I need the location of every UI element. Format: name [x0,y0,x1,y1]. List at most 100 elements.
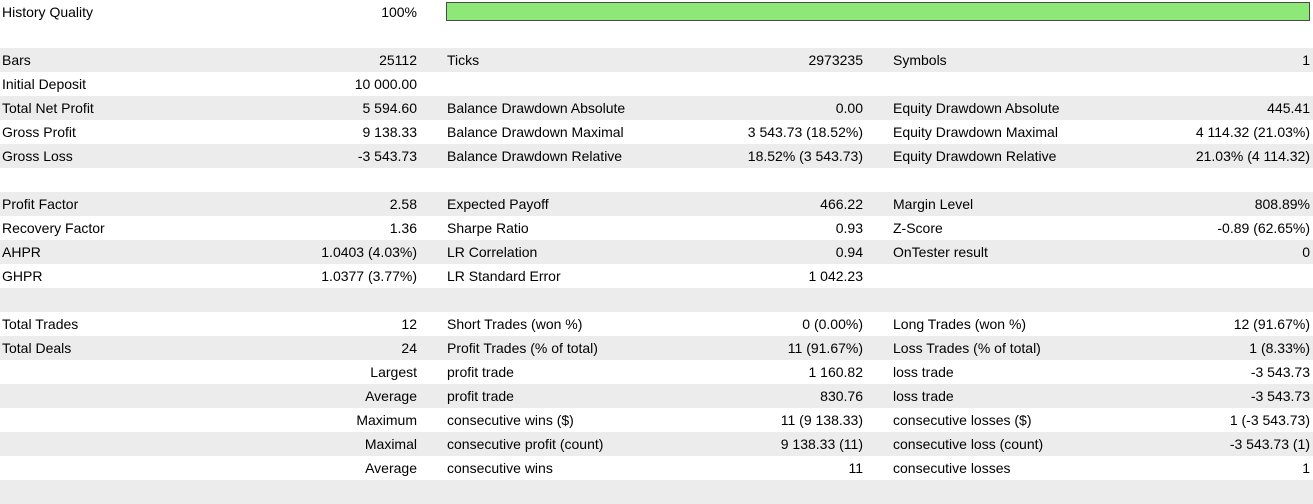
report-row: Maximal consecutive profit (count) 9 138.3… [0,432,1313,456]
metric-label-3: Loss Trades (% of total) [893,340,1041,356]
report-row: Average consecutive wins 11 consecutive los… [0,456,1313,480]
metric-value-1: 9 138.33 [362,124,418,140]
report-row: Total Trades 12 Short Trades (won %) 0 (0.0… [0,312,1313,336]
metric-label-1: Gross Profit [2,124,76,140]
metric-label-3: consecutive loss (count) [893,436,1044,452]
report-row [0,24,1313,48]
metric-value-1 [250,288,417,312]
metric-value-3 [1060,168,1310,192]
metric-value-3: 1 [1302,52,1310,68]
metric-label-1: Profit Factor [2,196,79,212]
report-row: Total Net Profit 5 594.60 Balance Drawdown… [0,96,1313,120]
metric-value-2: 0.93 [835,220,863,236]
history-quality-label: History Quality [2,4,94,20]
metric-value-3: 4 114.32 (21.03%) [1195,124,1310,140]
metric-label-2: consecutive profit (count) [447,436,604,452]
history-quality-row: History Quality 100% [0,0,1313,24]
metric-label-3: consecutive losses ($) [893,412,1032,428]
metric-label-3: Symbols [893,52,947,68]
report-row: Bars 25112 Ticks 2973235 Symbols 1 [0,48,1313,72]
metric-value-1: 1.36 [389,220,417,236]
report-row: Initial Deposit 10 000.00 [0,72,1313,96]
report-row: Profit Factor 2.58 Expected Payoff 466.22 Ma… [0,192,1313,216]
report-row [0,288,1313,312]
metric-value-1 [250,480,417,504]
report-row: Average profit trade 830.76 loss trade -3 54… [0,384,1313,408]
metric-value-3: 445.41 [1267,100,1310,116]
report-row: Recovery Factor 1.36 Sharpe Ratio 0.93 Z-Sco… [0,216,1313,240]
metric-value-1: Average [365,460,417,476]
metric-value-3: -0.89 (62.65%) [1217,220,1310,236]
metric-value-2: 830.76 [820,388,863,404]
metric-label-1: Total Net Profit [2,100,94,116]
metric-value-2 [663,288,863,312]
metric-value-2: 0.00 [835,100,863,116]
report-row: Largest profit trade 1 160.82 loss trade -3 … [0,360,1313,384]
report-row [0,168,1313,192]
metric-label-3: Equity Drawdown Relative [893,148,1057,164]
metric-value-2: 0 (0.00%) [802,316,863,332]
metric-label-2: Sharpe Ratio [447,220,529,236]
metric-label-1: AHPR [2,244,41,260]
metric-value-3: -3 543.73 [1250,364,1310,380]
history-quality-bar [446,2,1310,21]
metric-label-1: Recovery Factor [2,220,105,236]
metric-value-3: -3 543.73 (1) [1229,436,1310,452]
metric-value-3: -3 543.73 [1250,388,1310,404]
metric-value-3: 808.89% [1254,196,1310,212]
metric-value-3: 21.03% (4 114.32) [1195,148,1310,164]
metric-value-2 [663,480,863,504]
metric-value-2 [663,168,863,192]
metric-label-2: profit trade [447,388,514,404]
metric-label-2: Short Trades (won %) [447,316,583,332]
metric-value-3: 1 [1302,460,1310,476]
metric-value-1: Largest [370,364,417,380]
metric-label-2: profit trade [447,364,514,380]
metric-label-1: GHPR [2,268,43,284]
metric-value-2: 1 160.82 [808,364,864,380]
metric-value-3: 1 (8.33%) [1249,340,1310,356]
report-row: Maximum consecutive wins ($) 11 (9 138.33)… [0,408,1313,432]
metric-label-2: Expected Payoff [447,196,549,212]
metric-label-3: loss trade [893,364,954,380]
metric-label-2: Balance Drawdown Absolute [447,100,626,116]
metric-label-1: Bars [2,52,31,68]
metric-label-1: Gross Loss [2,148,73,164]
metric-value-3: 12 (91.67%) [1233,316,1310,332]
metric-label-3: OnTester result [893,244,988,260]
report-row: GHPR 1.0377 (3.77%) LR Standard Error 1 042… [0,264,1313,288]
metric-label-1: Total Deals [2,340,72,356]
history-quality-bar-fill [447,3,1309,20]
metric-value-2: 466.22 [820,196,863,212]
metric-value-3 [1060,264,1310,288]
metric-label-2: Balance Drawdown Relative [447,148,623,164]
metric-value-3: 0 [1302,244,1310,260]
metric-value-2: 11 (9 138.33) [780,412,863,428]
history-quality-value: 100% [381,4,417,20]
metric-label-2: LR Standard Error [447,268,561,284]
metric-label-1: Total Trades [2,316,79,332]
metric-value-3: 1 (-3 543.73) [1229,412,1310,428]
metric-value-3 [1060,24,1310,48]
metric-label-3: Equity Drawdown Maximal [893,124,1058,140]
metric-value-2: 11 [848,460,863,476]
report-row: Gross Loss -3 543.73 Balance Drawdown Rela… [0,144,1313,168]
metric-label-2: consecutive wins ($) [447,412,574,428]
metric-value-1: 1.0377 (3.77%) [321,268,417,284]
metric-label-3: Z-Score [893,220,943,236]
metric-label-2: LR Correlation [447,244,538,260]
metric-value-2: 0.94 [835,244,863,260]
metric-value-2: 1 042.23 [808,268,864,284]
metric-label-3: Long Trades (won %) [893,316,1027,332]
metric-value-3 [1060,288,1310,312]
report-row: AHPR 1.0403 (4.03%) LR Correlation 0.94 OnTe… [0,240,1313,264]
metric-value-1: Maximal [364,436,417,452]
metric-value-1: 5 594.60 [362,100,418,116]
report-row [0,480,1313,504]
metric-label-3: loss trade [893,388,954,404]
metric-label-2: Profit Trades (% of total) [447,340,598,356]
metric-value-3 [1060,480,1310,504]
metric-value-1: 24 [401,340,417,356]
metric-value-1: 2.58 [389,196,417,212]
